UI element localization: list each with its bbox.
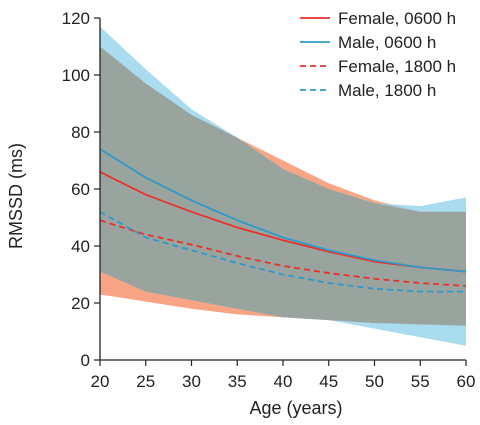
x-tick-label: 20 [91, 372, 110, 391]
y-axis-title: RMSSD (ms) [6, 143, 26, 249]
y-tick-label: 40 [71, 237, 90, 256]
series-line-male-1800-h [99, 211, 466, 293]
y-tick-label: 20 [71, 294, 90, 313]
y-tick-label: 80 [71, 123, 90, 142]
x-tick-label: 35 [228, 372, 247, 391]
x-tick-label: 60 [457, 372, 476, 391]
series-line-female-1800-h [99, 219, 467, 287]
y-tick-label: 100 [62, 66, 90, 85]
x-tick-label: 55 [411, 372, 430, 391]
x-tick-label: 25 [136, 372, 155, 391]
x-tick-label: 50 [365, 372, 384, 391]
range-band-overlap [100, 46, 466, 326]
y-tick-label: 120 [62, 9, 90, 28]
x-tick-label: 40 [274, 372, 293, 391]
legend: Female, 0600 h Male, 0600 h Female, 1800 h… [300, 9, 456, 100]
y-tick-label: 0 [81, 351, 90, 370]
y-tick-label: 60 [71, 180, 90, 199]
x-axis-title: Age (years) [249, 398, 342, 418]
legend-label: Male, 1800 h [338, 81, 436, 100]
legend-label: Male, 0600 h [338, 33, 436, 52]
legend-label: Female, 0600 h [338, 9, 456, 28]
x-tick-label: 45 [319, 372, 338, 391]
x-tick-label: 30 [182, 372, 201, 391]
series-line-male-0600-h [99, 148, 467, 273]
legend-label: Female, 1800 h [338, 57, 456, 76]
